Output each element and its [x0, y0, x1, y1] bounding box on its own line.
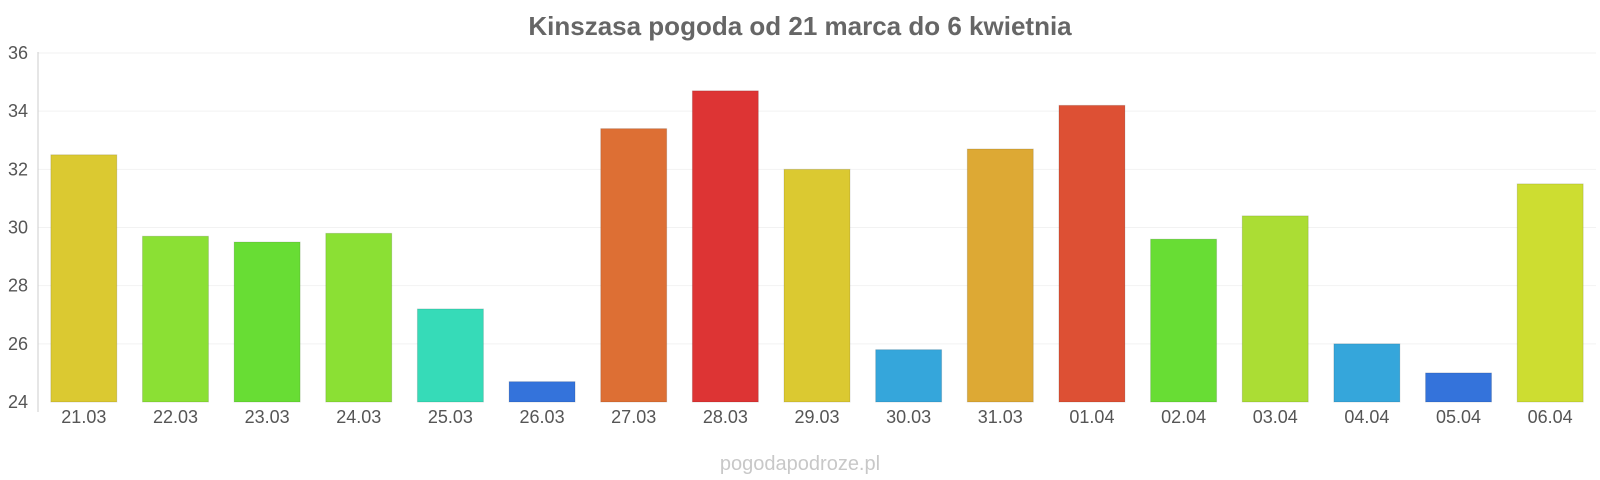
x-tick-label: 23.03 — [245, 407, 290, 427]
x-tick-label: 26.03 — [520, 407, 565, 427]
chart-title: Kinszasa pogoda od 21 marca do 6 kwietni… — [528, 11, 1072, 41]
x-tick-label: 06.04 — [1528, 407, 1573, 427]
bar-04.04 — [1333, 343, 1401, 403]
bar-21.03 — [50, 154, 118, 403]
y-tick-label: 26 — [8, 334, 28, 354]
bar-02.04 — [1150, 238, 1218, 403]
bar-03.04 — [1241, 215, 1309, 403]
bar-05.04 — [1425, 372, 1493, 403]
bar-22.03 — [141, 235, 209, 403]
bar-26.03 — [508, 381, 576, 403]
y-tick-label: 32 — [8, 159, 28, 179]
x-tick-label: 02.04 — [1161, 407, 1206, 427]
bar-06.04 — [1516, 183, 1584, 403]
x-tick-label: 29.03 — [794, 407, 839, 427]
bar-25.03 — [416, 308, 484, 403]
y-tick-label: 30 — [8, 218, 28, 238]
bar-30.03 — [875, 349, 943, 403]
y-tick-label: 34 — [8, 101, 28, 121]
x-tick-label: 03.04 — [1253, 407, 1298, 427]
x-axis-labels: 21.03 22.03 23.03 24.03 25.03 26.03 27.03 28.03… — [61, 407, 1572, 427]
x-tick-label: 30.03 — [886, 407, 931, 427]
source-credit: pogodapodroze.pl — [720, 453, 880, 475]
x-tick-label: 04.04 — [1344, 407, 1389, 427]
y-tick-label: 28 — [8, 276, 28, 296]
bar-27.03 — [600, 128, 668, 403]
bar-24.03 — [325, 232, 393, 403]
x-tick-label: 21.03 — [61, 407, 106, 427]
x-tick-label: 25.03 — [428, 407, 473, 427]
bar-31.03 — [966, 148, 1034, 403]
bar-23.03 — [233, 241, 301, 403]
bar-01.04 — [1058, 104, 1126, 403]
x-tick-label: 31.03 — [978, 407, 1023, 427]
bars — [50, 90, 1584, 403]
x-tick-label: 24.03 — [336, 407, 381, 427]
x-tick-label: 27.03 — [611, 407, 656, 427]
y-tick-label: 36 — [8, 43, 28, 63]
bar-29.03 — [783, 168, 851, 403]
x-tick-label: 05.04 — [1436, 407, 1481, 427]
y-tick-label: 24 — [8, 392, 28, 412]
x-tick-label: 01.04 — [1069, 407, 1114, 427]
x-tick-label: 22.03 — [153, 407, 198, 427]
bar-28.03 — [691, 90, 759, 403]
x-tick-label: 28.03 — [703, 407, 748, 427]
y-axis-ticks: 24 26 28 30 32 34 36 — [8, 43, 28, 412]
